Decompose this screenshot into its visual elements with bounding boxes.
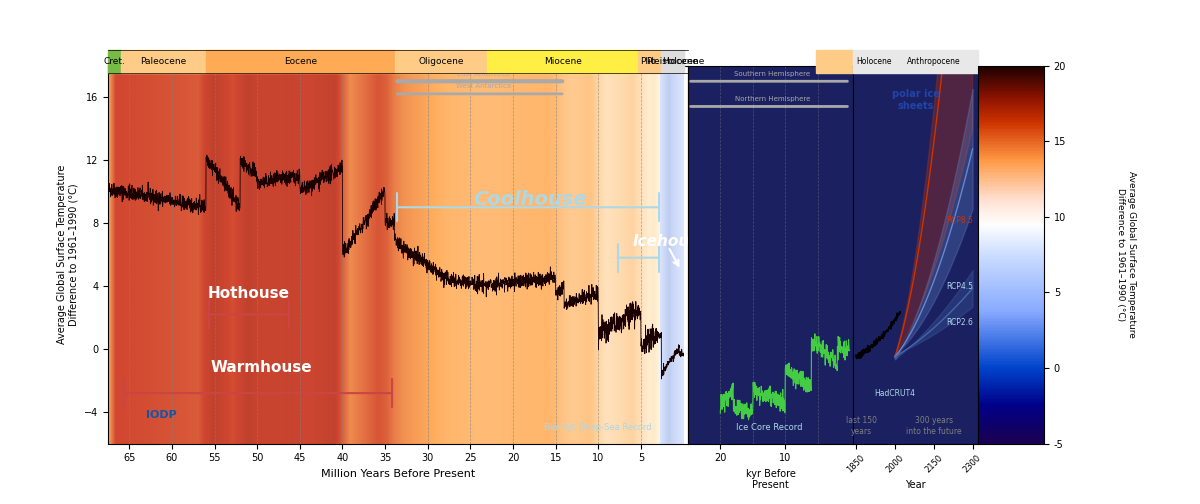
X-axis label: Year: Year	[905, 480, 926, 490]
Text: Holocene: Holocene	[662, 57, 704, 66]
Text: polar ice
sheets: polar ice sheets	[892, 89, 940, 111]
Text: Miocene: Miocene	[544, 57, 582, 66]
Text: Southern Hemisphere: Southern Hemisphere	[734, 71, 810, 77]
Text: Coolhouse: Coolhouse	[473, 190, 587, 209]
Bar	[487, 50, 638, 74]
Y-axis label: Average Global Surface Temperature
Difference to 1961–1990 (°C): Average Global Surface Temperature Diffe…	[56, 165, 78, 344]
Text: Benthic Deep-Sea Record: Benthic Deep-Sea Record	[545, 423, 652, 432]
X-axis label: Million Years Before Present: Million Years Before Present	[320, 469, 475, 479]
Text: 300 years
into the future: 300 years into the future	[906, 416, 961, 435]
Bar	[816, 50, 853, 74]
Text: Hothouse: Hothouse	[208, 286, 289, 301]
Text: Northern Hemisphere: Northern Hemisphere	[734, 96, 810, 102]
Text: East Antarctica: East Antarctica	[457, 71, 510, 77]
Text: HadCRUT4: HadCRUT4	[874, 389, 916, 398]
Text: RCP4.5: RCP4.5	[947, 282, 973, 291]
Text: Eocene: Eocene	[283, 57, 317, 66]
Bar	[661, 50, 684, 74]
Bar	[638, 50, 661, 74]
Bar	[206, 50, 395, 74]
Text: West Antarctica: West Antarctica	[456, 83, 511, 89]
Bar	[108, 50, 121, 74]
Text: last 150
years: last 150 years	[846, 416, 877, 435]
Text: Holocene: Holocene	[857, 57, 892, 66]
Text: RCP2.6: RCP2.6	[947, 319, 973, 328]
Bar	[853, 50, 978, 74]
Text: Warmhouse: Warmhouse	[211, 360, 312, 375]
X-axis label: kyr Before
Present: kyr Before Present	[745, 469, 796, 490]
Text: Paleocene: Paleocene	[140, 57, 186, 66]
Y-axis label: Average Global Surface Temperature
Difference to 1961–1990 (°C): Average Global Surface Temperature Diffe…	[1116, 171, 1135, 338]
Text: IODP: IODP	[146, 410, 178, 420]
Text: Pleistocene: Pleistocene	[647, 57, 698, 66]
Bar	[121, 50, 206, 74]
Text: Oligocene: Oligocene	[419, 57, 463, 66]
Text: Icehouse: Icehouse	[632, 234, 709, 249]
Text: Cret.: Cret.	[103, 57, 125, 66]
Text: RCP8.5: RCP8.5	[947, 216, 973, 225]
Text: Anthropocene: Anthropocene	[907, 57, 960, 66]
Text: Plio.: Plio.	[641, 57, 659, 66]
Text: Ice Core Record: Ice Core Record	[736, 423, 803, 432]
Bar	[395, 50, 487, 74]
